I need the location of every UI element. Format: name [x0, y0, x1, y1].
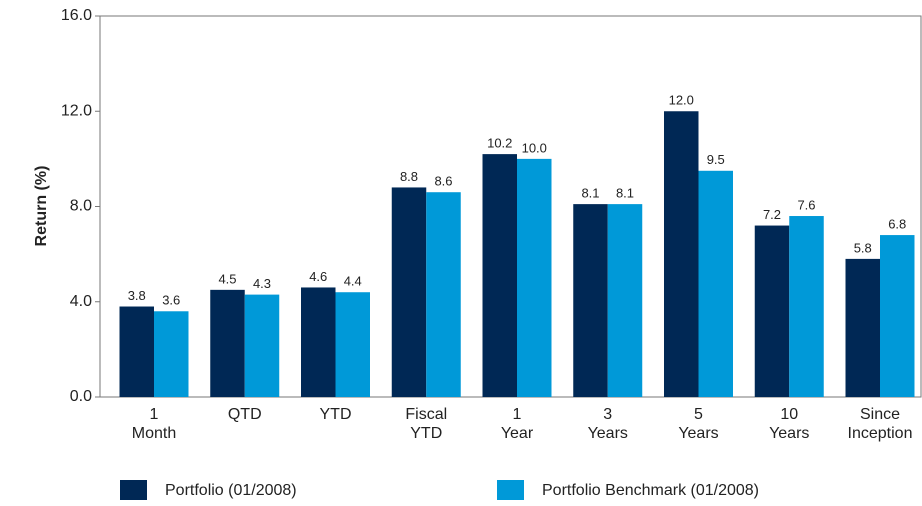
x-tick-label: 5 Years — [678, 406, 719, 442]
bar — [517, 158, 552, 397]
legend-swatch — [497, 480, 524, 500]
y-tick-label: 4.0 — [70, 293, 92, 310]
bar — [210, 289, 245, 397]
value-label: 4.6 — [309, 269, 327, 284]
x-tick-label: 1 Year — [500, 406, 534, 442]
value-label: 8.1 — [616, 186, 634, 201]
bar — [154, 311, 189, 397]
value-label: 4.4 — [344, 274, 362, 289]
bar — [335, 292, 370, 397]
bar — [301, 287, 336, 397]
bar — [119, 306, 154, 397]
y-axis-title: Return (%) — [33, 166, 50, 247]
bar — [664, 111, 699, 397]
bar — [573, 204, 608, 397]
value-label: 12.0 — [669, 93, 694, 108]
value-label: 7.6 — [797, 197, 815, 212]
bar — [698, 170, 733, 397]
value-label: 9.5 — [707, 152, 725, 167]
x-tick-label: YTD — [319, 406, 352, 423]
bar — [244, 294, 280, 397]
x-tick-label: Since Inception — [847, 406, 913, 442]
value-label: 8.8 — [400, 169, 418, 184]
value-label: 4.3 — [253, 276, 271, 291]
x-tick-label: 10 Years — [769, 406, 810, 442]
x-tick-label: QTD — [227, 406, 262, 423]
y-tick-label: 16.0 — [61, 7, 92, 24]
bar — [845, 258, 880, 397]
bar — [607, 204, 643, 397]
value-label: 10.0 — [522, 140, 547, 155]
value-label: 10.2 — [487, 136, 512, 151]
legend-label: Portfolio Benchmark (01/2008) — [542, 482, 759, 499]
bar — [789, 216, 824, 397]
legend-label: Portfolio (01/2008) — [165, 482, 297, 499]
value-label: 8.6 — [434, 174, 452, 189]
y-tick-label: 0.0 — [70, 388, 92, 405]
bar — [482, 154, 517, 397]
y-tick-label: 12.0 — [61, 102, 92, 119]
value-label: 6.8 — [888, 217, 906, 232]
x-tick-label: 3 Years — [587, 406, 628, 442]
value-label: 7.2 — [763, 207, 781, 222]
bar — [391, 187, 427, 397]
bar — [880, 235, 915, 397]
value-label: 3.8 — [128, 288, 146, 303]
x-tick-label: 1 Month — [131, 406, 177, 442]
bar — [426, 192, 461, 397]
value-label: 4.5 — [218, 271, 236, 286]
value-label: 8.1 — [581, 186, 599, 201]
bar — [754, 225, 790, 397]
legend-swatch — [120, 480, 147, 500]
y-tick-label: 8.0 — [70, 198, 92, 215]
value-label: 5.8 — [854, 240, 872, 255]
value-label: 3.6 — [162, 293, 180, 308]
x-tick-label: Fiscal YTD — [405, 406, 448, 442]
